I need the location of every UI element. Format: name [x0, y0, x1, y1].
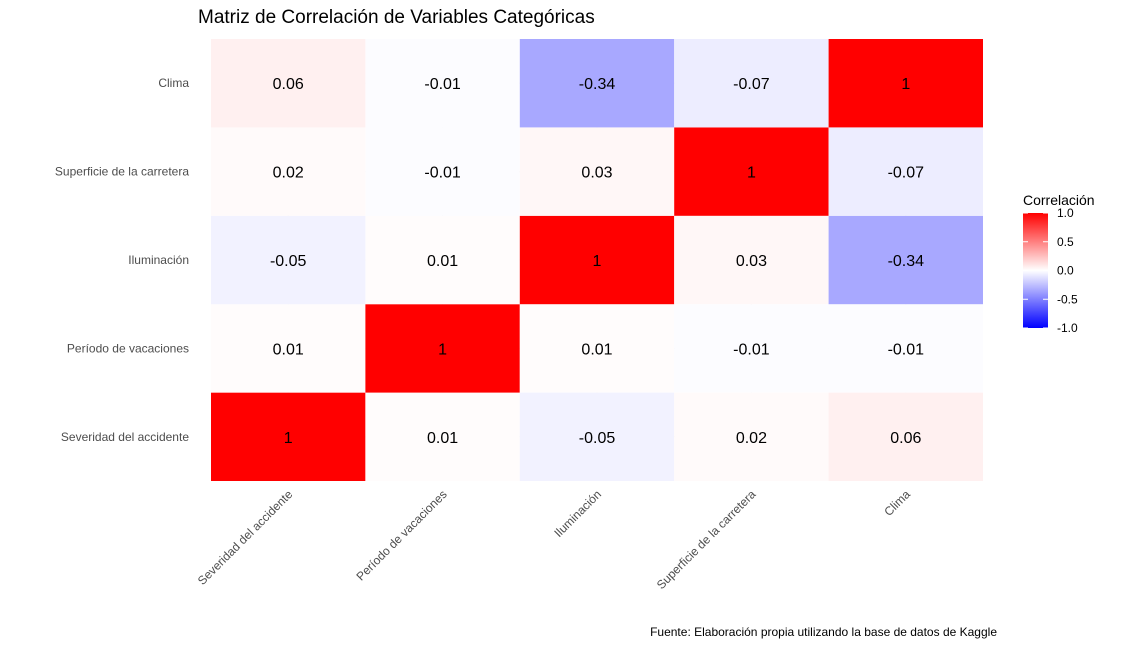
heatmap-cell	[828, 304, 983, 393]
cell-value-label: 1	[593, 253, 602, 270]
cell-value-label: -0.34	[579, 76, 616, 93]
x-tick-label: Clima	[881, 487, 913, 519]
cell-value-label: 0.02	[736, 430, 767, 447]
heatmap-cell	[365, 39, 520, 128]
cell-value-label: -0.34	[888, 253, 925, 270]
heatmap-cell	[674, 39, 829, 128]
cell-value-label: -0.01	[888, 341, 925, 358]
heatmap-cell	[519, 392, 675, 481]
cell-value-label: 1	[438, 341, 447, 358]
heatmap-cell	[519, 127, 675, 216]
heatmap-cell	[211, 215, 366, 305]
y-tick-label: Clima	[158, 76, 189, 90]
heatmap-cell	[828, 127, 983, 216]
cell-value-label: 0.06	[273, 76, 304, 93]
y-tick-label: Superficie de la carretera	[55, 165, 189, 179]
heatmap-cell	[365, 127, 520, 216]
cell-value-label: 0.03	[581, 165, 612, 182]
heatmap-cell	[211, 304, 366, 393]
heatmap-cell	[211, 127, 366, 216]
cell-value-label: 0.01	[581, 341, 612, 358]
legend-tick-label: -0.5	[1057, 292, 1078, 306]
cell-labels: 1 0.01 -0.05 0.02 0.06 0.01 1 0.01 -0.01 -0.01 -0.…	[270, 76, 924, 447]
x-tick-label: Período de vacaciones	[353, 487, 449, 583]
y-tick-label: Período de vacaciones	[67, 341, 189, 355]
heatmap-cell	[828, 39, 983, 128]
heatmap-cell	[365, 304, 520, 393]
legend-tick-label: 0.5	[1057, 235, 1074, 249]
legend-tick-label: -1.0	[1057, 321, 1078, 335]
y-axis-tick-labels: Severidad del accidente Período de vacaci…	[55, 76, 189, 444]
heatmap-cell	[674, 127, 829, 216]
heatmap-cell	[519, 215, 675, 305]
x-tick-label: Iluminación	[551, 487, 604, 540]
cell-value-label: 0.01	[427, 430, 458, 447]
cell-value-label: -0.01	[424, 165, 461, 182]
heatmap-cell	[674, 392, 829, 481]
heatmap-cells	[211, 39, 983, 481]
heatmap-cell	[828, 215, 983, 305]
y-tick-label: Iluminación	[128, 253, 189, 267]
x-tick-label: Severidad del accidente	[195, 487, 296, 588]
heatmap-cell	[519, 304, 675, 393]
heatmap-cell	[674, 215, 829, 305]
cell-value-label: 1	[747, 165, 756, 182]
chart-title: Matriz de Correlación de Variables Categ…	[198, 7, 595, 28]
legend-ticks: 1.0 0.5 0.0 -0.5 -1.0	[1023, 206, 1078, 335]
heatmap-cell	[365, 392, 520, 481]
legend-tick-label: 0.0	[1057, 264, 1074, 278]
cell-value-label: 1	[284, 430, 293, 447]
heatmap-cell	[211, 392, 366, 481]
x-axis-tick-labels: Severidad del accidente Período de vacaci…	[195, 487, 913, 592]
cell-value-label: 0.01	[427, 253, 458, 270]
cell-value-label: 0.03	[736, 253, 767, 270]
cell-value-label: -0.05	[270, 253, 307, 270]
cell-value-label: 0.06	[890, 430, 921, 447]
y-tick-label: Severidad del accidente	[61, 430, 189, 444]
cell-value-label: -0.01	[733, 341, 770, 358]
cell-value-label: -0.01	[424, 76, 461, 93]
x-tick-label: Superficie de la carretera	[654, 487, 759, 592]
heatmap-cell	[828, 392, 983, 481]
cell-value-label: 1	[901, 76, 910, 93]
legend-title: Correlación	[1023, 192, 1095, 208]
color-legend: Correlación 1.0 0.5 0.0 -0.5 -1.0	[1023, 192, 1095, 335]
heatmap-cell	[674, 304, 829, 393]
chart-caption: Fuente: Elaboración propia utilizando la…	[650, 625, 997, 639]
cell-value-label: 0.01	[273, 341, 304, 358]
legend-tick-label: 1.0	[1057, 206, 1074, 220]
cell-value-label: -0.07	[888, 165, 925, 182]
heatmap-cell	[211, 39, 366, 128]
cell-value-label: -0.05	[579, 430, 616, 447]
cell-value-label: -0.07	[733, 76, 770, 93]
heatmap-cell	[519, 39, 675, 128]
cell-value-label: 0.02	[273, 165, 304, 182]
heatmap-cell	[365, 215, 520, 305]
